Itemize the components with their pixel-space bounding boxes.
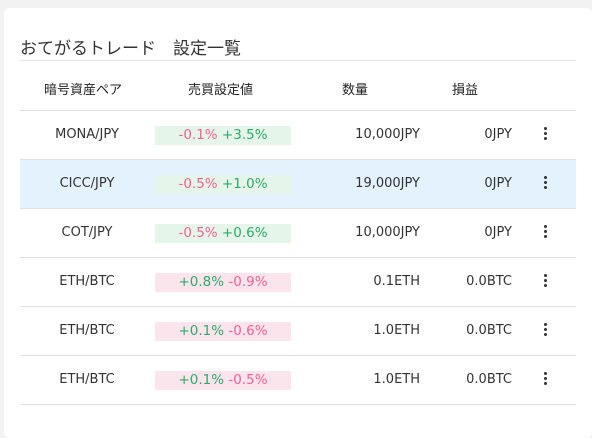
- setting-upper: +0.8%: [178, 274, 225, 290]
- table-row-selected[interactable]: CICC/JPY -0.5% +1.0% 19,000JPY 0JPY: [20, 160, 576, 209]
- table-row[interactable]: ETH/BTC +0.8% -0.9% 0.1ETH 0.0BTC: [20, 258, 576, 307]
- setting-lower: -0.5%: [178, 225, 218, 241]
- quantity-cell: 0.1ETH: [373, 274, 420, 289]
- table-row[interactable]: ETH/BTC +0.1% -0.6% 1.0ETH 0.0BTC: [20, 307, 576, 356]
- pnl-cell: 0JPY: [484, 127, 512, 142]
- setting-cell: -0.5% +1.0%: [155, 175, 291, 194]
- setting-lower: -0.1%: [178, 127, 218, 143]
- quantity-cell: 1.0ETH: [373, 323, 420, 338]
- quantity-cell: 1.0ETH: [373, 372, 420, 387]
- pair-cell: MONA/JPY: [55, 127, 119, 142]
- header-pnl: 損益: [452, 83, 479, 98]
- setting-lower: -0.9%: [228, 274, 268, 290]
- setting-cell: -0.1% +3.5%: [155, 126, 291, 145]
- settings-card: おてがるトレード 設定一覧 暗号資産ペア 売買設定値 数量 損益 MONA/JP…: [4, 8, 592, 438]
- pnl-cell: 0.0BTC: [466, 372, 512, 387]
- pair-cell: CICC/JPY: [59, 176, 115, 191]
- settings-table: 暗号資産ペア 売買設定値 数量 損益 MONA/JPY -0.1% +3.5% …: [20, 61, 576, 405]
- more-vert-icon[interactable]: [538, 223, 552, 243]
- more-vert-icon[interactable]: [538, 272, 552, 292]
- pair-cell: ETH/BTC: [59, 274, 115, 289]
- setting-cell: -0.5% +0.6%: [155, 224, 291, 243]
- setting-cell: +0.8% -0.9%: [155, 273, 291, 292]
- setting-lower: -0.5%: [178, 176, 218, 192]
- pnl-cell: 0.0BTC: [466, 274, 512, 289]
- more-vert-icon[interactable]: [538, 125, 552, 145]
- title-divider: [20, 60, 576, 61]
- setting-upper: +1.0%: [221, 176, 268, 192]
- table-row[interactable]: MONA/JPY -0.1% +3.5% 10,000JPY 0JPY: [20, 111, 576, 160]
- table-row[interactable]: COT/JPY -0.5% +0.6% 10,000JPY 0JPY: [20, 209, 576, 258]
- setting-cell: +0.1% -0.6%: [155, 322, 291, 341]
- table-header: 暗号資産ペア 売買設定値 数量 損益: [20, 61, 576, 111]
- quantity-cell: 10,000JPY: [355, 225, 420, 240]
- quantity-cell: 19,000JPY: [355, 176, 420, 191]
- table-row[interactable]: ETH/BTC +0.1% -0.5% 1.0ETH 0.0BTC: [20, 356, 576, 405]
- setting-lower: -0.5%: [228, 372, 268, 388]
- setting-upper: +0.1%: [178, 372, 225, 388]
- more-vert-icon[interactable]: [538, 321, 552, 341]
- header-quantity: 数量: [342, 83, 369, 98]
- setting-cell: +0.1% -0.5%: [155, 371, 291, 390]
- setting-upper: +3.5%: [221, 127, 268, 143]
- more-vert-icon[interactable]: [538, 370, 552, 390]
- more-vert-icon[interactable]: [538, 174, 552, 194]
- pair-cell: COT/JPY: [61, 225, 113, 240]
- pnl-cell: 0JPY: [484, 176, 512, 191]
- quantity-cell: 10,000JPY: [355, 127, 420, 142]
- pair-cell: ETH/BTC: [59, 323, 115, 338]
- setting-upper: +0.6%: [221, 225, 268, 241]
- header-setting: 売買設定値: [188, 83, 254, 98]
- pnl-cell: 0.0BTC: [466, 323, 512, 338]
- pair-cell: ETH/BTC: [59, 372, 115, 387]
- setting-upper: +0.1%: [178, 323, 225, 339]
- page-title: おてがるトレード 設定一覧: [20, 39, 241, 59]
- pnl-cell: 0JPY: [484, 225, 512, 240]
- setting-lower: -0.6%: [228, 323, 268, 339]
- header-pair: 暗号資産ペア: [44, 83, 123, 98]
